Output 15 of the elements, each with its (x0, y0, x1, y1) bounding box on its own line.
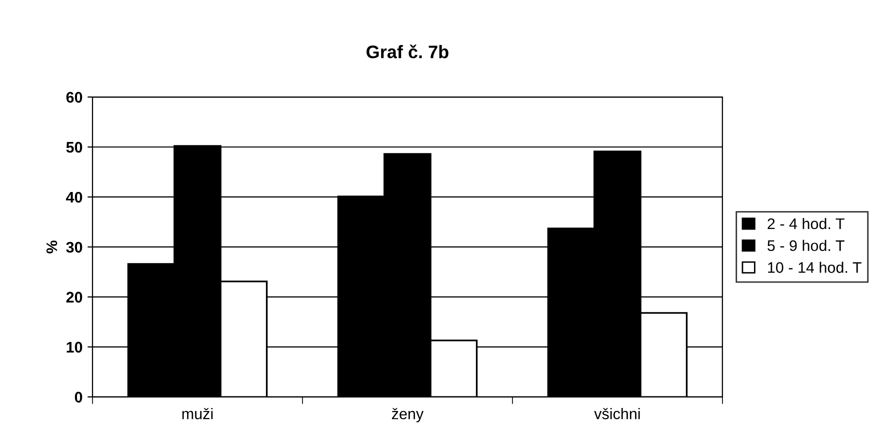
x-tick-label: muži (182, 408, 213, 420)
legend-label: 5 - 9 hod. T (768, 240, 844, 252)
y-tick-label: 0 (74, 392, 82, 403)
y-tick-label: 50 (66, 142, 82, 153)
legend-label: 10 - 14 hod. T (768, 262, 862, 273)
y-axis-title: % (46, 240, 58, 254)
x-tick-label: ženy (392, 408, 424, 422)
chart-title: Graf č. 7b (366, 44, 448, 58)
y-tick-label: 60 (66, 92, 82, 103)
x-tick-label: všichni (594, 408, 640, 420)
y-tick-label: 40 (66, 192, 82, 203)
y-tick-label: 10 (66, 342, 82, 353)
y-tick-label: 20 (66, 292, 82, 303)
legend-label: 2 - 4 hod. T (768, 218, 844, 230)
y-tick-label: 30 (66, 242, 82, 253)
